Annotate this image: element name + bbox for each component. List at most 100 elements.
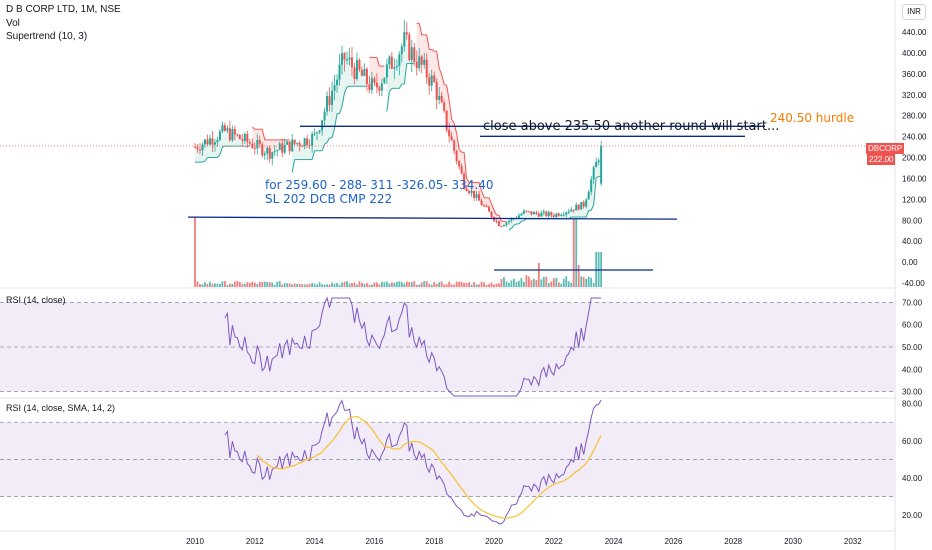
candle-body: [380, 83, 383, 91]
supertrend-line: [438, 67, 443, 75]
rsi-tick-label: 60.00: [902, 321, 923, 330]
supertrend-line: [341, 92, 345, 107]
volume-bar: [415, 284, 418, 287]
volume-bar: [498, 283, 500, 287]
supertrend-line: [463, 152, 468, 179]
supertrend-line: [511, 224, 515, 229]
supertrend-line: [291, 159, 296, 173]
price-tick-label: 80.00: [902, 216, 923, 225]
candle-body: [350, 57, 353, 68]
candle-body: [228, 128, 231, 141]
volume-bar: [383, 282, 386, 287]
supertrend-fill: [297, 142, 300, 160]
volume-bar: [338, 284, 341, 287]
candle-body: [413, 47, 416, 62]
supertrend-fill: [394, 65, 397, 89]
volume-bar: [233, 281, 236, 287]
supertrend-line: [251, 126, 256, 130]
candle-body: [550, 212, 553, 216]
candle-body: [316, 132, 319, 134]
candle-body: [495, 220, 498, 222]
volume-bar: [311, 283, 314, 287]
candle-body: [507, 220, 510, 223]
year-tick-label: 2022: [545, 537, 563, 546]
candle-body: [226, 128, 229, 131]
volume-bar: [228, 283, 231, 287]
supertrend-line: [261, 129, 266, 141]
candle-body: [505, 222, 508, 226]
supertrend-fill: [536, 213, 539, 219]
supertrend-line: [403, 63, 408, 85]
volume-bar: [518, 280, 520, 287]
supertrend-line: [595, 175, 599, 179]
volume-bar: [570, 282, 573, 287]
volume-bar: [523, 282, 525, 287]
rsi-sma-tick-label: 40.00: [902, 474, 923, 483]
currency-button[interactable]: INR: [902, 4, 926, 20]
supertrend-fill: [469, 182, 472, 194]
symbol-price-badge: DBCORP222.00: [866, 143, 932, 165]
supertrend-fill: [543, 211, 547, 219]
volume-bar: [231, 283, 234, 287]
candle-body: [321, 120, 324, 131]
supertrend-line: [339, 106, 343, 114]
candle-body: [577, 204, 580, 210]
volume-bar: [577, 265, 580, 287]
candle-body: [455, 151, 458, 162]
candle-body: [341, 53, 344, 65]
candle-body: [497, 221, 500, 227]
volume-bar: [303, 284, 306, 287]
volume-bar: [440, 281, 443, 287]
supertrend-fill: [264, 139, 268, 154]
volume-bar: [375, 282, 378, 287]
candle-body: [196, 147, 199, 150]
candle-body: [415, 61, 418, 69]
volume-bar: [470, 284, 473, 287]
price-tick-label: 360.00: [902, 70, 927, 79]
candle-body: [570, 209, 573, 212]
supertrend-fill: [195, 147, 198, 163]
volume-bar: [398, 281, 401, 287]
volume-bar: [306, 284, 309, 287]
volume-bar: [243, 283, 246, 287]
candle-body: [323, 111, 326, 121]
candle-body: [463, 173, 466, 189]
supertrend-line: [202, 160, 206, 163]
candle-body: [370, 78, 373, 90]
candle-body: [448, 129, 451, 137]
candle-body: [206, 139, 209, 145]
rsi-tick-label: 50.00: [902, 343, 923, 352]
volume-bar: [520, 278, 523, 287]
year-tick-label: 2026: [665, 537, 683, 546]
candle-body: [547, 212, 550, 216]
supertrend-line: [491, 203, 495, 211]
price-tick-label: 280.00: [902, 112, 927, 121]
candle-body: [483, 205, 486, 207]
candle-body: [311, 133, 314, 146]
volume-bar: [393, 282, 396, 287]
volume-bar: [371, 284, 373, 287]
close-above-annotation: close above 235.50 another round will st…: [483, 119, 780, 134]
vol-label: Vol: [6, 18, 20, 29]
price-tick-label: 40.00: [902, 237, 923, 246]
candle-body: [293, 139, 296, 144]
volume-bar: [313, 283, 316, 287]
supertrend-line: [446, 85, 450, 101]
volume-bar: [405, 281, 408, 287]
volume-bar: [503, 277, 505, 287]
supertrend-line: [593, 177, 597, 206]
supertrend-line: [324, 141, 328, 145]
price-tick-label: 240.00: [902, 133, 927, 142]
candle-body: [425, 59, 428, 78]
volume-bar: [293, 283, 296, 287]
volume-bar: [211, 283, 214, 287]
volume-bar: [468, 282, 470, 287]
supertrend-line: [311, 150, 316, 160]
chart-title: D B CORP LTD, 1M, NSE: [6, 4, 121, 15]
volume-bar: [567, 281, 570, 287]
candle-body: [473, 190, 476, 198]
year-tick-label: 2020: [485, 537, 503, 546]
volume-bar: [515, 281, 518, 287]
volume-bar: [378, 284, 381, 287]
